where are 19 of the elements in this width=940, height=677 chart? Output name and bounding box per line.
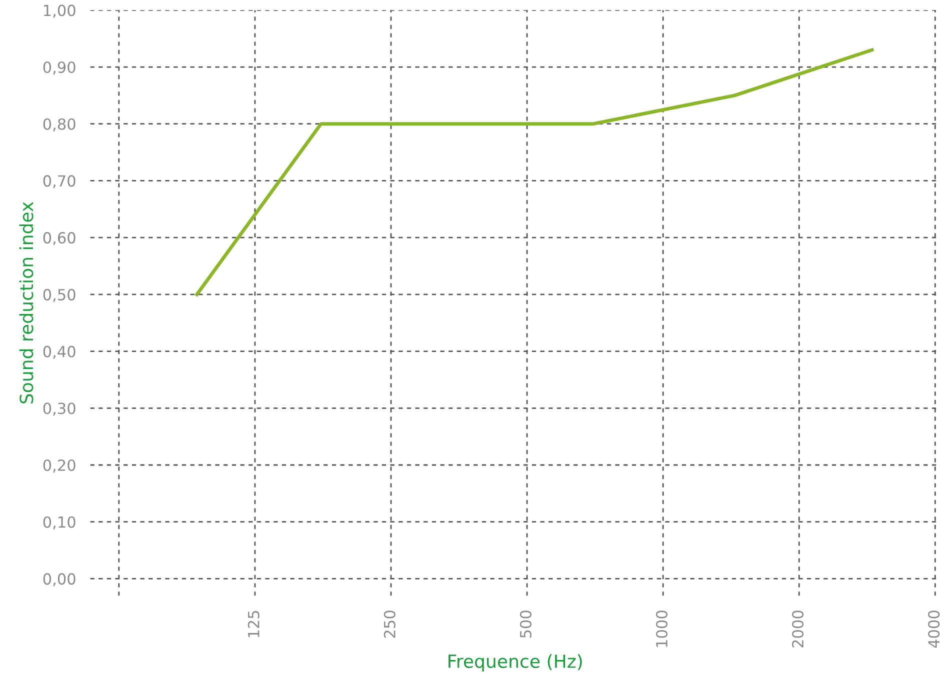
x-tick-label: 500 bbox=[520, 610, 532, 638]
y-tick-label: 0,60 bbox=[43, 232, 76, 246]
y-tick-label: 0,90 bbox=[43, 61, 76, 75]
x-tick-label: 4000 bbox=[928, 610, 940, 648]
y-tick-label: 0,40 bbox=[43, 346, 76, 359]
y-tick-label: 0,80 bbox=[43, 118, 76, 132]
x-tick-label: 2000 bbox=[792, 610, 804, 648]
y-tick-label: 0,30 bbox=[43, 402, 76, 416]
y-tick-label: 1,00 bbox=[44, 4, 76, 18]
x-tick-label: 250 bbox=[384, 610, 396, 638]
x-tick-label: 1000 bbox=[656, 610, 668, 647]
y-tick-label: 0,10 bbox=[43, 516, 76, 530]
y-tick-label: 0,20 bbox=[43, 459, 76, 473]
y-axis-title: Sound reduction index bbox=[19, 202, 34, 404]
y-tick-label: 0,00 bbox=[43, 573, 76, 586]
x-tick-label: 125 bbox=[248, 610, 260, 638]
x-axis-title: Frequence (Hz) bbox=[448, 654, 582, 672]
y-tick-label: 0,70 bbox=[43, 175, 76, 188]
y-tick-label: 0,50 bbox=[43, 288, 76, 302]
